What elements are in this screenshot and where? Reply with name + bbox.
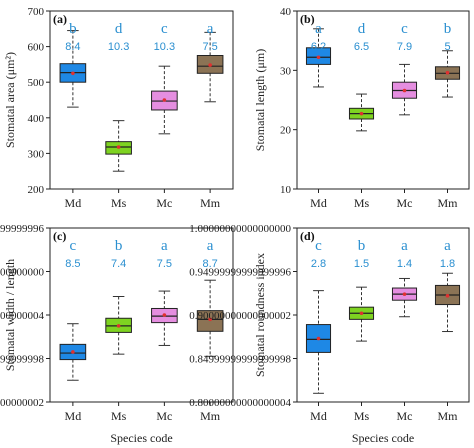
y-tick-label: 1.19999999999999996 xyxy=(0,223,45,235)
mean-marker xyxy=(71,71,75,76)
y-axis-label: Stomatal area (μm²) xyxy=(3,52,17,148)
significance-letter: c xyxy=(161,21,168,37)
y-tick-label: 1.00000000000000000 xyxy=(0,267,45,279)
mean-marker xyxy=(402,292,407,296)
y-tick-label: 0.80000000000000004 xyxy=(189,397,291,409)
cv-value: 7.9 xyxy=(397,41,412,53)
panel-label: (b) xyxy=(300,12,315,26)
x-tick-label: Md xyxy=(65,196,82,210)
significance-letter: b xyxy=(115,238,123,254)
panel-label: (a) xyxy=(53,12,67,26)
significance-letter: c xyxy=(315,238,322,254)
x-tick-label: Md xyxy=(310,409,327,423)
significance-letter: d xyxy=(358,21,366,37)
mean-marker xyxy=(402,88,407,93)
x-tick-label: Mc xyxy=(156,196,172,210)
x-tick-label: Mc xyxy=(397,196,413,210)
mean-marker xyxy=(359,111,364,116)
y-axis-label: Stomatal width / length xyxy=(3,259,17,371)
cv-value: 6.5 xyxy=(354,41,369,53)
mean-marker xyxy=(316,336,321,341)
cv-value: 7.5 xyxy=(157,258,172,270)
cv-value: 8.4 xyxy=(65,41,80,53)
mean-marker xyxy=(445,294,450,298)
cv-value: 1.4 xyxy=(397,258,412,270)
y-tick-label: 200 xyxy=(28,184,45,196)
plot-frame-1 xyxy=(49,10,234,190)
y-tick-label: 400 xyxy=(28,113,45,125)
x-tick-label: Mm xyxy=(200,196,221,210)
significance-letter: a xyxy=(315,21,322,37)
x-tick-label: Ms xyxy=(111,409,127,423)
mean-marker xyxy=(162,98,167,102)
cv-value: 8.7 xyxy=(202,258,217,270)
y-tick-label: 30 xyxy=(280,65,292,77)
plot-frame-2 xyxy=(296,10,470,190)
mean-marker xyxy=(116,145,121,149)
significance-letter: d xyxy=(115,21,123,37)
significance-letter: a xyxy=(207,21,214,37)
x-tick-label: Mm xyxy=(437,196,458,210)
y-axis-label: Stomatal roundness index xyxy=(253,253,267,377)
y-tick-label: 1.00000000000000000 xyxy=(189,223,291,235)
significance-letter: a xyxy=(444,238,451,254)
mean-marker xyxy=(162,313,167,317)
x-tick-label: Md xyxy=(65,409,82,423)
plot-frame-4 xyxy=(296,227,470,403)
mean-marker xyxy=(71,350,75,354)
x-tick-label: Md xyxy=(310,196,327,210)
cv-value: 2.8 xyxy=(311,258,326,270)
panel-label: (d) xyxy=(300,229,315,243)
cv-value: 7.4 xyxy=(111,258,126,270)
y-tick-label: 0.40000000000000002 xyxy=(0,397,44,409)
y-tick-label: 300 xyxy=(28,148,45,160)
cv-value: 7.5 xyxy=(202,41,217,53)
significance-letter: b xyxy=(69,21,77,37)
significance-letter: c xyxy=(401,21,408,37)
x-tick-label: Ms xyxy=(354,409,370,423)
mean-marker xyxy=(359,311,364,316)
y-tick-label: 0.59999999999999998 xyxy=(0,354,45,366)
cv-value: 5 xyxy=(444,41,450,53)
significance-letter: a xyxy=(401,238,408,254)
cv-value: 6.2 xyxy=(311,41,326,53)
mean-marker xyxy=(208,63,212,67)
mean-marker xyxy=(445,70,450,75)
x-tick-label: Mm xyxy=(437,409,458,423)
x-tick-label: Ms xyxy=(354,196,370,210)
x-tick-label: Ms xyxy=(111,196,127,210)
y-tick-label: 700 xyxy=(28,6,45,18)
y-tick-label: 600 xyxy=(28,42,45,54)
y-tick-label: 10 xyxy=(280,184,292,196)
y-tick-label: 500 xyxy=(28,77,45,89)
x-axis-label: Species code xyxy=(110,431,172,445)
y-axis-label: Stomatal length (μm) xyxy=(253,49,267,151)
mean-marker xyxy=(208,317,212,322)
y-tick-label: 0.94999999999999996 xyxy=(189,267,291,279)
x-tick-label: Mm xyxy=(200,409,221,423)
y-tick-label: 0.90000000000000002 xyxy=(189,310,291,322)
panel-label: (c) xyxy=(53,229,66,243)
mean-marker xyxy=(116,324,121,328)
y-tick-label: 0.80000000000000004 xyxy=(0,310,45,322)
significance-letter: c xyxy=(70,238,77,254)
cv-value: 1.5 xyxy=(354,258,369,270)
x-axis-label: Species code xyxy=(352,431,414,445)
y-tick-label: 40 xyxy=(280,6,292,18)
significance-letter: a xyxy=(207,238,214,254)
cv-value: 1.8 xyxy=(440,258,455,270)
cv-value: 10.3 xyxy=(154,41,175,53)
x-tick-label: Mc xyxy=(156,409,172,423)
mean-marker xyxy=(316,55,321,60)
y-tick-label: 20 xyxy=(280,125,292,137)
significance-letter: b xyxy=(358,238,366,254)
significance-letter: b xyxy=(444,21,452,37)
cv-value: 10.3 xyxy=(108,41,129,53)
significance-letter: a xyxy=(161,238,168,254)
y-tick-label: 0.84999999999999998 xyxy=(189,354,291,366)
cv-value: 8.5 xyxy=(65,258,80,270)
x-tick-label: Mc xyxy=(397,409,413,423)
